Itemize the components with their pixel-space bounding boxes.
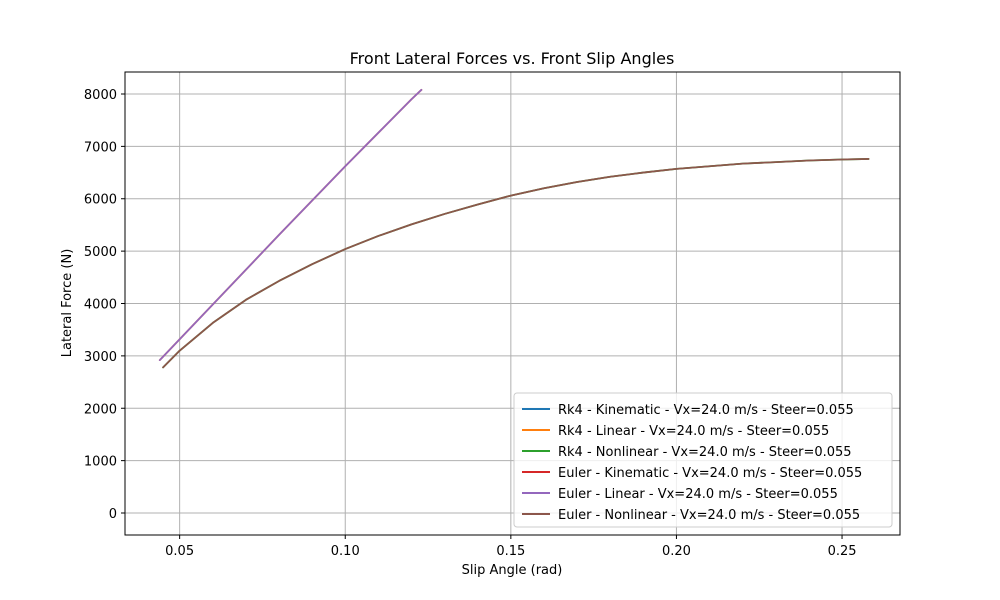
x-axis-ticks: 0.05 0.10 0.15 0.20 0.25 bbox=[165, 535, 857, 559]
legend-entry: Rk4 - Nonlinear - Vx=24.0 m/s - Steer=0.… bbox=[558, 445, 852, 460]
y-tick-label: 3000 bbox=[84, 350, 117, 365]
legend-entry: Euler - Linear - Vx=24.0 m/s - Steer=0.0… bbox=[558, 487, 838, 502]
legend-box bbox=[513, 392, 893, 528]
series-line-5 bbox=[162, 158, 870, 369]
y-tick-label: 8000 bbox=[84, 88, 117, 103]
x-tick-label: 0.10 bbox=[331, 544, 360, 559]
legend-entry: Euler - Nonlinear - Vx=24.0 m/s - Steer=… bbox=[558, 508, 860, 523]
y-tick-label: 4000 bbox=[84, 298, 117, 313]
grid-lines bbox=[125, 72, 900, 535]
series-lines bbox=[158, 88, 870, 369]
x-tick-label: 0.20 bbox=[662, 544, 691, 559]
y-tick-label: 1000 bbox=[84, 455, 117, 470]
x-tick-label: 0.25 bbox=[828, 544, 857, 559]
y-axis-label: Lateral Force (N) bbox=[60, 249, 75, 358]
y-tick-label: 2000 bbox=[84, 402, 117, 417]
y-tick-label: 6000 bbox=[84, 193, 117, 208]
x-tick-label: 0.05 bbox=[165, 544, 194, 559]
x-axis-label: Slip Angle (rad) bbox=[462, 563, 563, 578]
chart-title: Front Lateral Forces vs. Front Slip Angl… bbox=[350, 49, 675, 68]
y-tick-label: 0 bbox=[109, 507, 117, 522]
y-tick-label: 5000 bbox=[84, 245, 117, 260]
y-tick-label: 7000 bbox=[84, 140, 117, 155]
legend-entry: Euler - Kinematic - Vx=24.0 m/s - Steer=… bbox=[558, 466, 862, 481]
legend: Rk4 - Kinematic - Vx=24.0 m/s - Steer=0.… bbox=[513, 392, 893, 528]
x-tick-label: 0.15 bbox=[496, 544, 525, 559]
legend-entry: Rk4 - Linear - Vx=24.0 m/s - Steer=0.055 bbox=[558, 424, 829, 439]
legend-entry: Rk4 - Kinematic - Vx=24.0 m/s - Steer=0.… bbox=[558, 403, 854, 418]
y-axis-ticks: 0 1000 2000 3000 4000 5000 6000 7000 8000 bbox=[84, 88, 125, 522]
series-line-4 bbox=[158, 88, 423, 361]
